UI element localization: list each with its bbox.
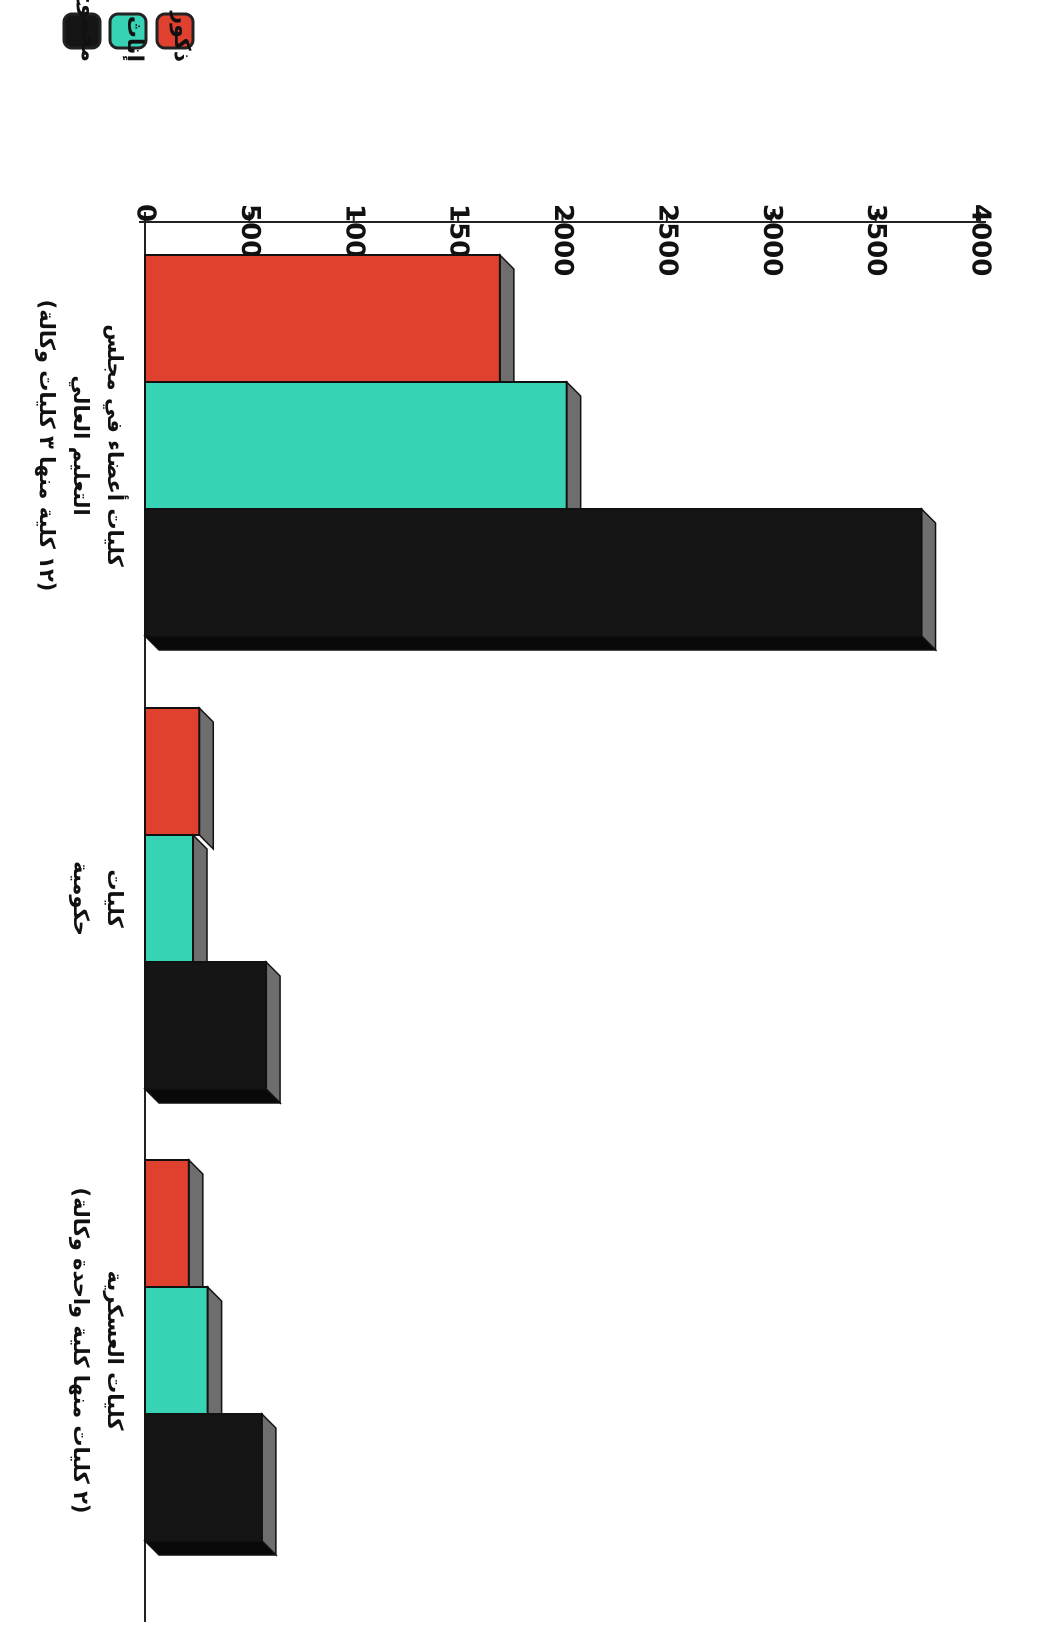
category-label-higher-education-council: كليات أعضاء في مجلس التعليم العالي (١٢ كلي… (35, 300, 130, 592)
category-labels: كليات أعضاء في مجلس التعليم العالي (١٢ كلي… (35, 300, 130, 1514)
category-label-government-colleges: كليات حكومية (69, 861, 127, 936)
bar-government-colleges-series-1 (144, 834, 195, 963)
bar-side (920, 507, 937, 652)
legend-label: ذكور (169, 10, 194, 62)
category-label-line: حكومية (69, 861, 93, 936)
tick-label: 4000 (966, 204, 996, 276)
tick-label: 3500 (861, 204, 891, 276)
legend-swatch (155, 12, 195, 50)
category-label-line: كليات العسكرية (103, 1271, 127, 1432)
bar-group-government-colleges (143, 706, 282, 1105)
tick-label: 2500 (652, 204, 682, 276)
bar-bottom (143, 1540, 278, 1556)
legend-swatch (62, 12, 102, 50)
category-label-line: (١٢ كلية منها ٣ كليات وكالة) (35, 300, 59, 592)
bar-military-colleges-series-1 (144, 1286, 209, 1415)
bar-military-colleges-series-0 (144, 1159, 190, 1288)
category-label-line: (٢ كليات منها كلية واحدة وكالة) (69, 1187, 93, 1513)
tick-label: 2000 (548, 204, 578, 276)
bar-side (261, 1412, 277, 1557)
category-label-line: كليات أعضاء في مجلس (103, 324, 130, 567)
category-label-line: التعليم العالي (69, 375, 93, 515)
legend: ذكور إناث مجموع (62, 0, 195, 62)
bar-government-colleges-series-2 (144, 961, 268, 1090)
bar-higher-education-council-series-1 (144, 381, 568, 510)
bar-government-colleges-series-0 (144, 707, 201, 836)
bar-bottom (143, 635, 938, 651)
bar-bottom (143, 1088, 282, 1104)
bar-side (499, 253, 515, 398)
bar-side (565, 380, 582, 525)
bar-side (192, 833, 208, 978)
bar-higher-education-council-series-2 (144, 508, 923, 637)
bar-group-military-colleges (143, 1158, 278, 1557)
bar-side (265, 960, 281, 1105)
tick-label: 3000 (757, 204, 787, 276)
bar-side (188, 1158, 204, 1303)
bar-side (206, 1285, 223, 1430)
bar-side (198, 706, 215, 851)
bar-military-colleges-series-2 (144, 1413, 263, 1542)
legend-swatch (108, 12, 148, 50)
tick-label: 0 (131, 204, 161, 222)
tick-label: 500 (235, 204, 265, 258)
bars (143, 253, 938, 1557)
bar-group-higher-education-council (143, 253, 938, 652)
category-label-line: كليات (103, 869, 127, 928)
legend-label: مجموع (76, 0, 101, 62)
category-label-military-colleges: كليات العسكرية (٢ كليات منها كلية واحدة و… (69, 1187, 127, 1513)
bar-higher-education-council-series-0 (144, 254, 501, 383)
legend-label: إناث (122, 16, 147, 62)
